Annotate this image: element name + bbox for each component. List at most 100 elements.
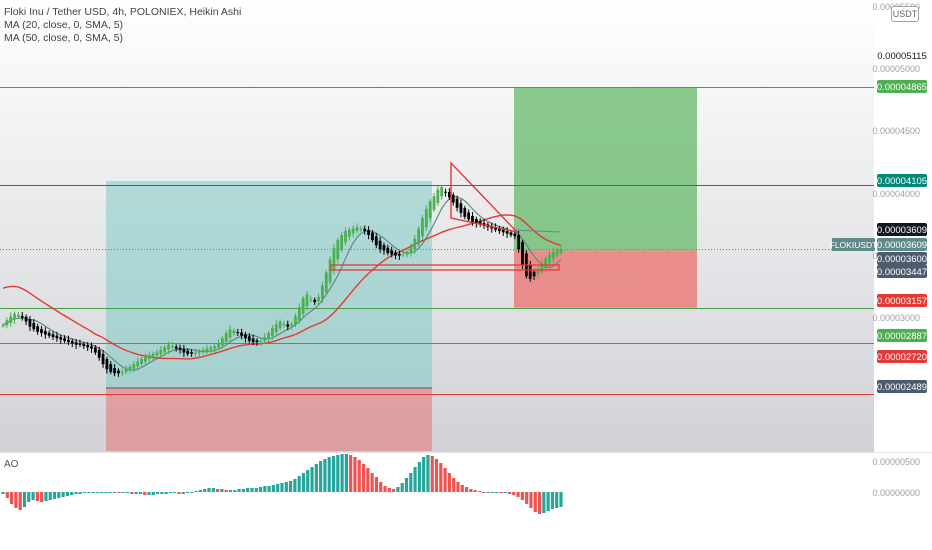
currency-button[interactable]: USDT (891, 6, 919, 22)
ao-bar (507, 492, 512, 494)
candle-body (301, 298, 305, 314)
candle-body (205, 348, 209, 351)
ao-bar (82, 492, 87, 493)
candle-body (448, 192, 451, 198)
ao-bar (529, 492, 533, 508)
candle-body (459, 203, 463, 213)
candle-body (424, 209, 428, 228)
candle-body (109, 364, 113, 372)
ao-bar (392, 489, 396, 492)
ao-bar (404, 478, 409, 492)
ao-bar (258, 487, 263, 492)
ao-bar (555, 492, 559, 508)
chart-legend: Floki Inu / Tether USD, 4h, POLONIEX, He… (4, 6, 241, 45)
candle-body (294, 316, 297, 325)
price-label: 0.00002489 (877, 382, 927, 393)
candle-body (421, 218, 424, 237)
candle-body (270, 327, 274, 337)
ao-bar (31, 492, 35, 500)
candle-body (324, 272, 328, 293)
candle-body (263, 337, 267, 342)
candle-body (417, 228, 421, 245)
candle-body (124, 369, 128, 372)
candle-body (332, 247, 336, 271)
ao-bar (250, 488, 254, 492)
candle-body (43, 331, 47, 335)
ao-bar (27, 492, 31, 502)
ao-bar (310, 467, 314, 492)
candle-body (217, 343, 220, 348)
candle-body (228, 329, 232, 338)
candle-body (120, 371, 124, 373)
symbol-badge-box (832, 238, 875, 251)
ao-bar (319, 461, 323, 492)
symbol-badge: FLOKIUSDT (830, 240, 878, 250)
candle-body (255, 340, 259, 343)
ao-bar (542, 492, 546, 513)
candle-body (178, 347, 182, 350)
candle-body (347, 229, 351, 237)
price-label: 0.00005115 (877, 51, 927, 62)
price-label-box (877, 252, 927, 265)
price-label: 0.00003157 (877, 296, 927, 307)
ao-bar (357, 460, 361, 492)
candle-body (344, 231, 347, 243)
candle-body (355, 227, 359, 231)
symbol-title[interactable]: Floki Inu / Tether USD, 4h, POLONIEX, He… (4, 6, 242, 18)
ao-bar (486, 492, 490, 493)
ao-bar (113, 492, 117, 493)
ao-bar (35, 492, 39, 501)
ao-bar (18, 492, 22, 510)
candle-body (282, 324, 286, 326)
ao-indicator-label[interactable]: AO (4, 459, 19, 470)
ao-bar (267, 486, 271, 492)
candle-body (286, 324, 290, 327)
candle-body (505, 231, 509, 234)
candle-body (532, 271, 536, 277)
candle-body (13, 313, 16, 320)
ao-bar (5, 492, 9, 498)
price-label: 0.00004865 (877, 82, 927, 93)
candle-body (190, 352, 193, 354)
price-axis-tick: 0.00005000 (872, 64, 920, 74)
candle-body (59, 336, 63, 340)
ma20-legend[interactable]: MA (20, close, 0, SMA, 5) (4, 19, 124, 31)
candle-body (274, 324, 278, 333)
price-label-box (877, 265, 927, 278)
candle-body (197, 351, 201, 353)
ao-bar (57, 492, 61, 498)
price-axis-tick: 0.00003000 (872, 313, 920, 323)
candle-body (140, 358, 143, 364)
candle-body (436, 189, 440, 203)
ao-bar (147, 492, 151, 495)
candle-body (51, 334, 55, 338)
ao-bar (168, 492, 172, 493)
candle-body (440, 187, 444, 197)
candle-body (167, 344, 170, 350)
ao-bar (130, 492, 134, 494)
ao-bar (108, 492, 112, 493)
candle-body (386, 247, 390, 254)
ao-bar (194, 491, 198, 492)
candle-body (136, 361, 140, 367)
candle-body (97, 349, 101, 358)
price-axis-tick: 0.00004000 (872, 189, 920, 199)
candle-body (428, 201, 432, 219)
candle-body (74, 342, 78, 345)
candle-body (232, 330, 236, 334)
price-label-box (877, 238, 927, 251)
ao-bar (464, 487, 469, 492)
ao-axis-tick: 0.00000500 (872, 457, 920, 467)
ao-bar (22, 492, 27, 507)
candle-body (467, 212, 471, 220)
candle-body (47, 332, 51, 336)
candle-body (509, 232, 513, 235)
candle-body (32, 322, 36, 330)
candle-body (305, 294, 309, 307)
ao-bar (520, 492, 524, 500)
ao-bar (469, 489, 473, 492)
ma50-legend[interactable]: MA (50, close, 0, SMA, 5) (4, 32, 124, 44)
ma50-line (2, 214, 562, 360)
candle-body (28, 319, 32, 327)
